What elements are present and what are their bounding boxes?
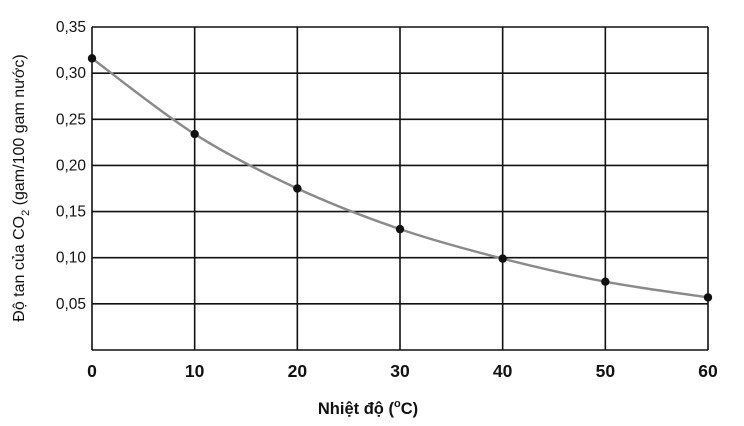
x-tick-label-2: 20 <box>288 361 308 381</box>
data-point-5 <box>601 277 610 286</box>
y-tick-label-5: 0,30 <box>56 65 87 82</box>
y-tick-label-4: 0,25 <box>56 111 86 128</box>
data-point-6 <box>703 293 713 302</box>
y-tick-label-0: 0,05 <box>56 296 86 313</box>
x-tick-label-4: 40 <box>493 361 513 381</box>
x-tick-labels: 0 10 20 30 40 50 60 <box>87 361 718 381</box>
y-tick-label-6: 0,35 <box>56 19 86 36</box>
y-tick-labels: 0,05 0,10 0,15 0,20 0,25 0,30 0,35 <box>56 19 87 313</box>
x-tick-label-0: 0 <box>87 361 97 381</box>
grid-lines <box>91 26 709 351</box>
x-tick-label-3: 30 <box>390 361 410 381</box>
y-tick-label-2: 0,15 <box>56 204 86 221</box>
y-tick-label-1: 0,10 <box>56 250 87 267</box>
data-point-4 <box>498 254 507 263</box>
y-axis-label: Độ tan của CO2 (gam/100 gam nước) <box>11 54 32 321</box>
data-point-0 <box>87 54 97 63</box>
x-tick-label-5: 50 <box>596 361 616 381</box>
data-point-3 <box>395 224 405 234</box>
x-tick-label-6: 60 <box>698 361 718 381</box>
x-tick-label-1: 10 <box>185 361 205 381</box>
x-axis-label: Nhiệt độ (oC) <box>318 398 418 418</box>
data-points <box>87 54 713 302</box>
data-point-2 <box>293 184 302 193</box>
data-point-1 <box>190 129 199 139</box>
y-tick-label-3: 0,20 <box>56 157 87 174</box>
